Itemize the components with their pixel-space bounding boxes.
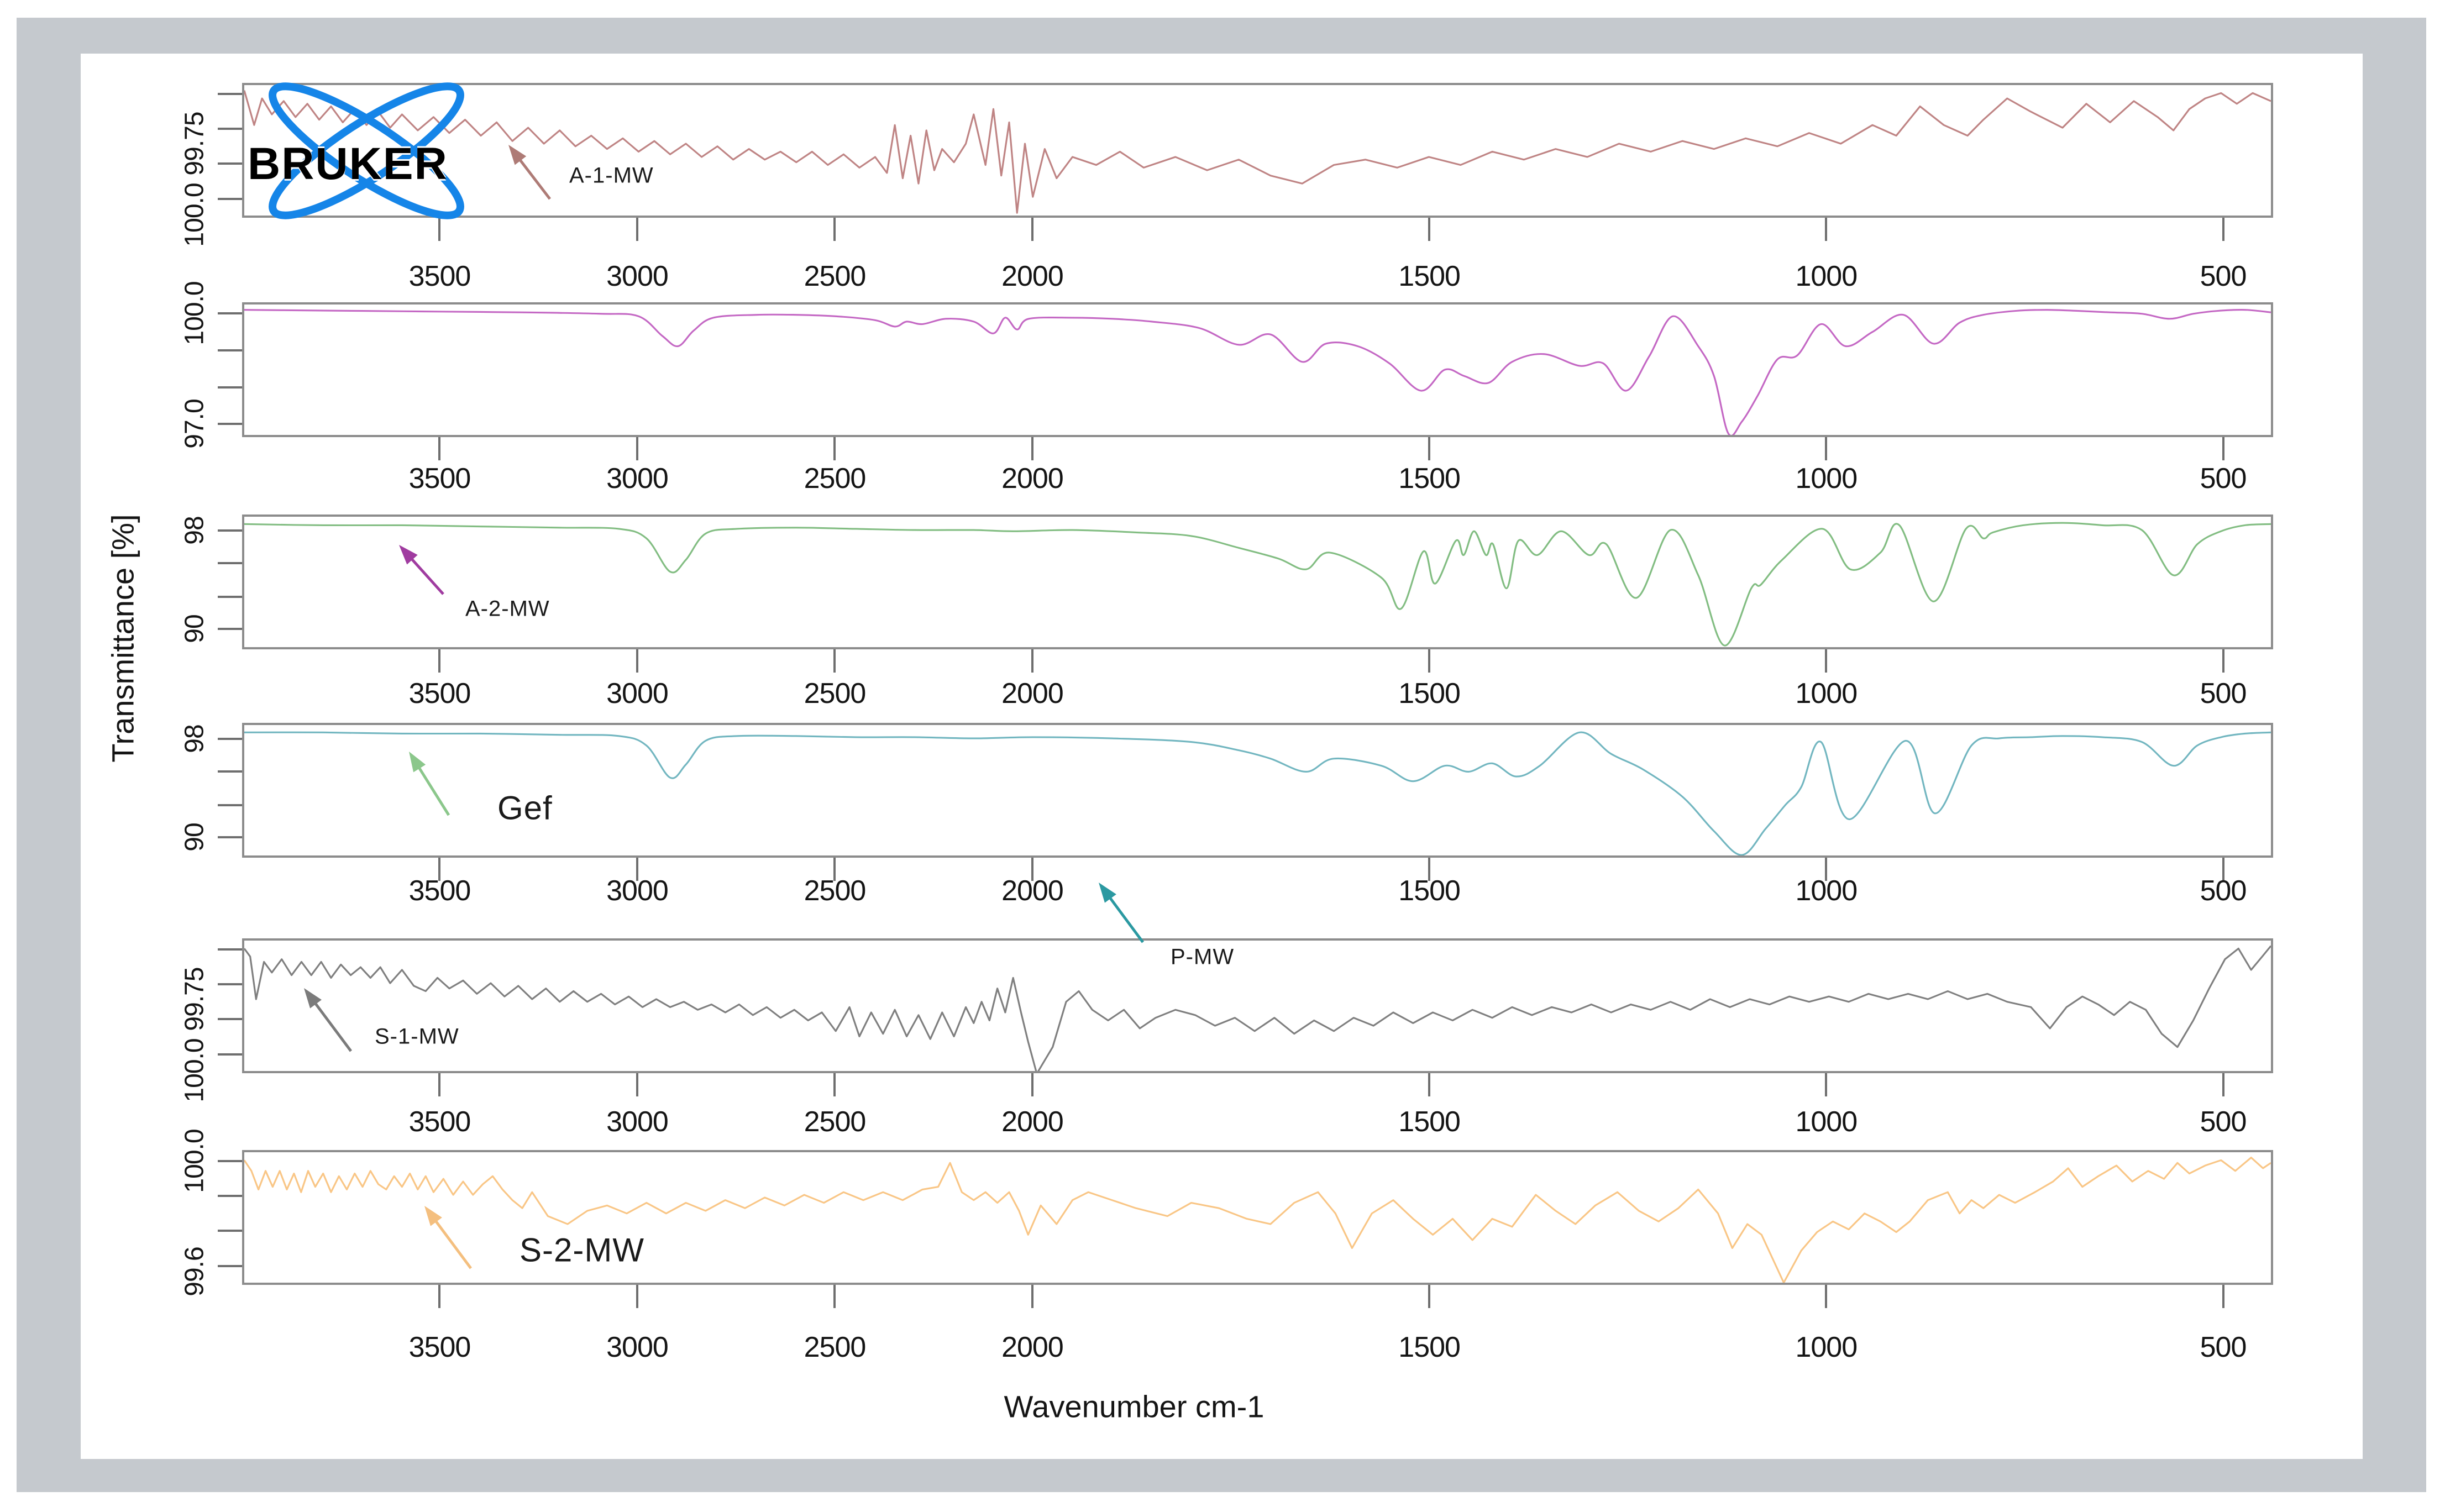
x-axis-title: Wavenumber cm-1 (1004, 1389, 1265, 1425)
screenshot-canvas: 35003000250020001500100050099.75100.0350… (0, 0, 2445, 1512)
annotation-arrow-icon (0, 0, 2445, 1512)
annotations-layer: A-1-MWA-2-MWGefP-MWS-1-MWS-2-MW (0, 0, 2445, 1512)
annotation-label-S-2-MW: S-2-MW (520, 1231, 644, 1269)
y-axis-title: Transmittance [%] (105, 514, 141, 762)
